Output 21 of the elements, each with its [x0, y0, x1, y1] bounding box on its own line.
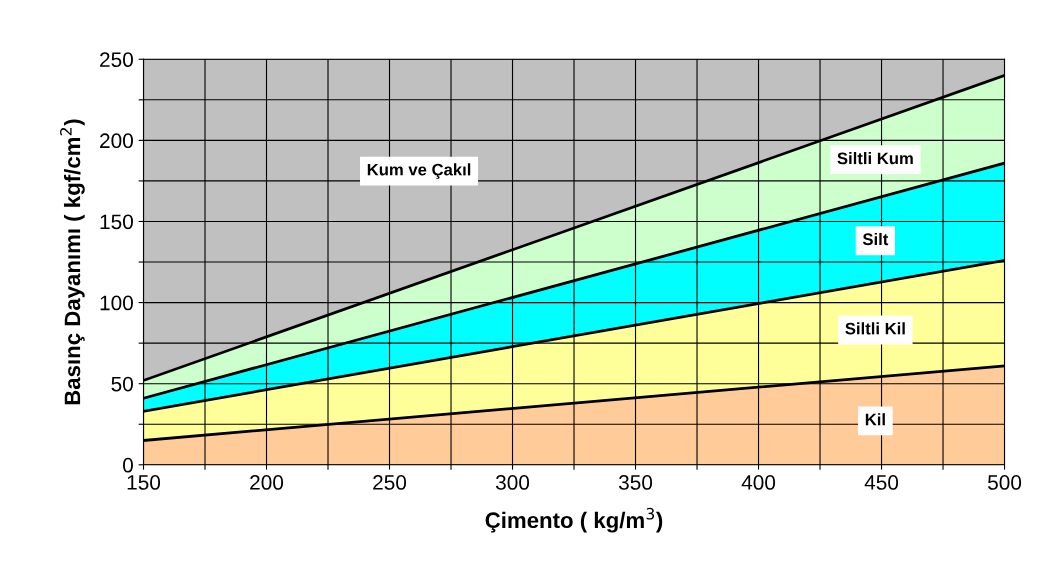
- x-tick-label: 450: [864, 475, 899, 490]
- x-tick-label: 200: [250, 475, 284, 490]
- x-tick-label: 150: [127, 475, 161, 490]
- x-tick-label: 250: [373, 475, 407, 490]
- series-label: Kum ve Çakıl: [367, 163, 471, 179]
- x-tick-label: 350: [618, 475, 653, 490]
- series-label: Silt: [862, 232, 889, 246]
- y-tick-label: 250: [100, 52, 133, 68]
- series-label: Kil: [865, 413, 885, 426]
- x-axis-title: Çimento ( kg/m$^{3}$): [485, 507, 663, 533]
- series-label: Siltli Kum: [837, 152, 913, 165]
- y-tick-label: 50: [111, 376, 133, 392]
- x-tick-label: 300: [495, 475, 530, 490]
- y-tick-label: 150: [100, 214, 133, 230]
- y-tick-label: 0: [123, 457, 133, 473]
- series-label: Siltli Kil: [845, 322, 905, 335]
- y-axis-title: Basınç Dayanımı ( kgf/cm$^{2}$): [60, 119, 85, 405]
- y-tick-label: 200: [100, 133, 133, 149]
- y-tick-label: 100: [100, 295, 133, 311]
- x-tick-label: 500: [987, 475, 1022, 490]
- x-tick-label: 400: [741, 475, 776, 490]
